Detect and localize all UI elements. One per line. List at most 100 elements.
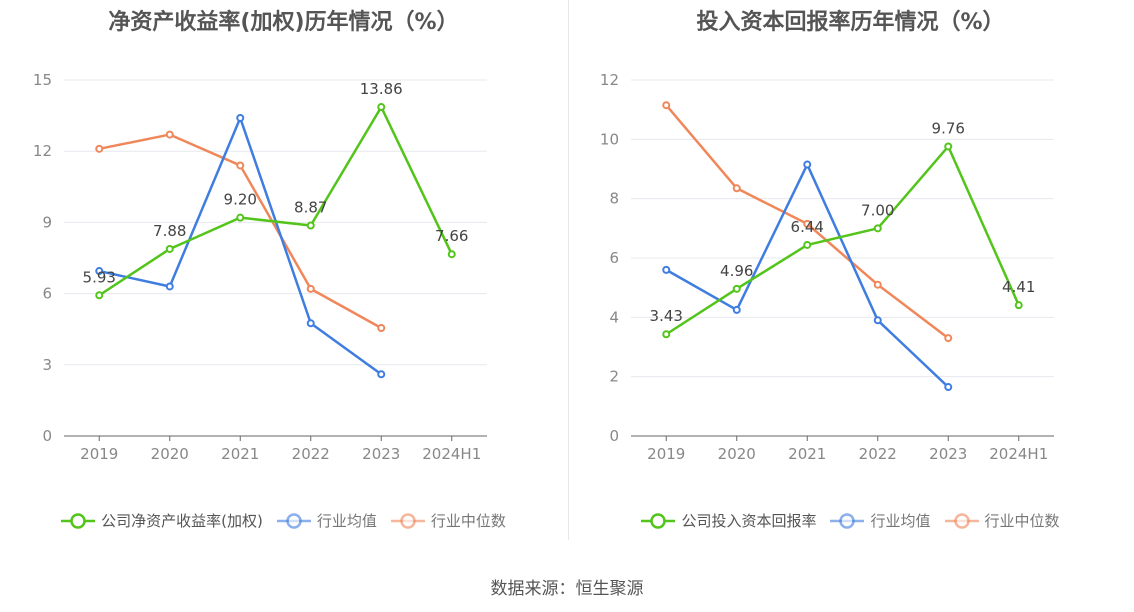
data-point xyxy=(377,370,386,379)
y-tick-label: 0 xyxy=(609,427,619,445)
data-point xyxy=(447,250,456,259)
legend-label: 公司投入资本回报率 xyxy=(681,512,817,530)
data-source-note: 数据来源：恒生聚源 xyxy=(490,579,644,599)
y-tick-label: 6 xyxy=(609,249,619,267)
x-tick-label: 2021 xyxy=(221,445,259,463)
data-label: 7.66 xyxy=(435,227,468,245)
series-line xyxy=(665,163,950,388)
x-tick-label: 2023 xyxy=(929,445,967,463)
legend-line-circle-icon xyxy=(61,512,96,529)
legend-item[interactable]: 行业中位数 xyxy=(390,510,506,531)
data-label: 4.96 xyxy=(720,262,753,280)
legend-line-circle-icon xyxy=(641,512,676,529)
y-tick-label: 15 xyxy=(33,71,52,89)
y-tick-label: 6 xyxy=(42,285,52,303)
data-point xyxy=(165,130,174,139)
data-point xyxy=(803,240,812,249)
x-tick-label: 2019 xyxy=(80,445,118,463)
y-tick-label: 12 xyxy=(33,142,52,160)
data-point xyxy=(944,383,953,392)
data-label: 7.88 xyxy=(153,222,186,240)
roe-chart-plot: 0 3 6 9 12 15 2019 2020 2021 2022 2023 2024H1 5.93 7.… xyxy=(33,71,487,463)
data-point xyxy=(377,324,386,333)
data-point xyxy=(306,221,315,230)
data-label: 9.20 xyxy=(224,191,257,209)
data-point xyxy=(306,319,315,328)
roe-chart-title: 净资产收益率(加权)历年情况（%） xyxy=(108,10,459,35)
data-point xyxy=(732,305,741,314)
data-point xyxy=(732,284,741,293)
data-point xyxy=(662,265,671,274)
data-label: 4.41 xyxy=(1002,278,1035,296)
y-tick-label: 9 xyxy=(42,213,52,231)
roic-chart-panel: 投入资本回报率历年情况（%） 0 2 4 6 8 10 12 2019 2020 2021 2022… xyxy=(567,0,1134,560)
data-point xyxy=(95,291,104,300)
x-tick-label: 2020 xyxy=(151,445,189,463)
x-tick-label: 2024H1 xyxy=(422,445,481,463)
legend-line-circle-icon xyxy=(276,512,311,529)
y-tick-label: 3 xyxy=(42,356,52,374)
x-tick-label: 2022 xyxy=(859,445,897,463)
legend-item[interactable]: 行业均值 xyxy=(830,510,931,531)
data-point xyxy=(236,213,245,222)
data-label: 13.86 xyxy=(360,80,403,98)
roic-chart-title: 投入资本回报率历年情况（%） xyxy=(696,10,1005,35)
data-label: 6.44 xyxy=(791,218,824,236)
data-point xyxy=(165,282,174,291)
data-label: 5.93 xyxy=(83,268,116,286)
data-point xyxy=(236,161,245,170)
data-label: 9.76 xyxy=(932,119,965,137)
y-tick-label: 4 xyxy=(609,308,619,326)
data-point xyxy=(873,280,882,289)
data-point xyxy=(95,144,104,153)
y-tick-label: 10 xyxy=(600,130,619,148)
data-point xyxy=(236,113,245,122)
legend-item[interactable]: 行业中位数 xyxy=(944,510,1060,531)
data-point xyxy=(662,101,671,110)
data-point xyxy=(873,224,882,233)
data-label: 7.00 xyxy=(861,201,894,219)
legend-line-circle-icon xyxy=(944,512,979,529)
x-tick-label: 2019 xyxy=(647,445,685,463)
roe-chart-legend: 公司净资产收益率(加权) 行业均值 行业中位数 xyxy=(0,510,567,531)
legend-label: 行业均值 xyxy=(870,512,931,530)
legend-line-circle-icon xyxy=(830,512,865,529)
roe-chart-panel: 净资产收益率(加权)历年情况（%） 0 3 6 9 12 15 2019 2020 2021 20… xyxy=(0,0,567,560)
series-line xyxy=(665,145,1020,336)
legend-line-circle-icon xyxy=(390,512,425,529)
data-point xyxy=(944,334,953,343)
panel-divider xyxy=(568,0,569,540)
data-point xyxy=(1014,301,1023,310)
data-point xyxy=(803,160,812,169)
x-tick-label: 2022 xyxy=(292,445,330,463)
x-tick-label: 2024H1 xyxy=(989,445,1048,463)
legend-label: 行业中位数 xyxy=(430,512,506,530)
roic-chart-legend: 公司投入资本回报率 行业均值 行业中位数 xyxy=(567,510,1134,531)
series-line xyxy=(98,116,382,376)
data-point xyxy=(377,103,386,112)
y-tick-label: 2 xyxy=(609,368,619,386)
data-point xyxy=(306,284,315,293)
legend-label: 公司净资产收益率(加权) xyxy=(101,512,263,530)
series-line xyxy=(98,105,453,297)
data-point xyxy=(95,267,104,276)
data-point xyxy=(944,142,953,151)
data-point xyxy=(803,219,812,228)
legend-label: 行业中位数 xyxy=(984,512,1060,530)
data-point xyxy=(662,330,671,339)
data-point xyxy=(165,244,174,253)
x-tick-label: 2023 xyxy=(362,445,400,463)
data-point xyxy=(873,316,882,325)
legend-item[interactable]: 行业均值 xyxy=(276,510,377,531)
data-label: 3.43 xyxy=(650,307,683,325)
x-tick-label: 2020 xyxy=(718,445,756,463)
data-point xyxy=(732,184,741,193)
legend-label: 行业均值 xyxy=(316,512,377,530)
legend-item[interactable]: 公司投入资本回报率 xyxy=(641,510,816,531)
data-label: 8.87 xyxy=(294,198,327,216)
y-tick-label: 8 xyxy=(609,190,619,208)
x-tick-label: 2021 xyxy=(788,445,826,463)
y-tick-label: 12 xyxy=(600,71,619,89)
legend-item[interactable]: 公司净资产收益率(加权) xyxy=(61,510,263,531)
y-tick-label: 0 xyxy=(42,427,52,445)
